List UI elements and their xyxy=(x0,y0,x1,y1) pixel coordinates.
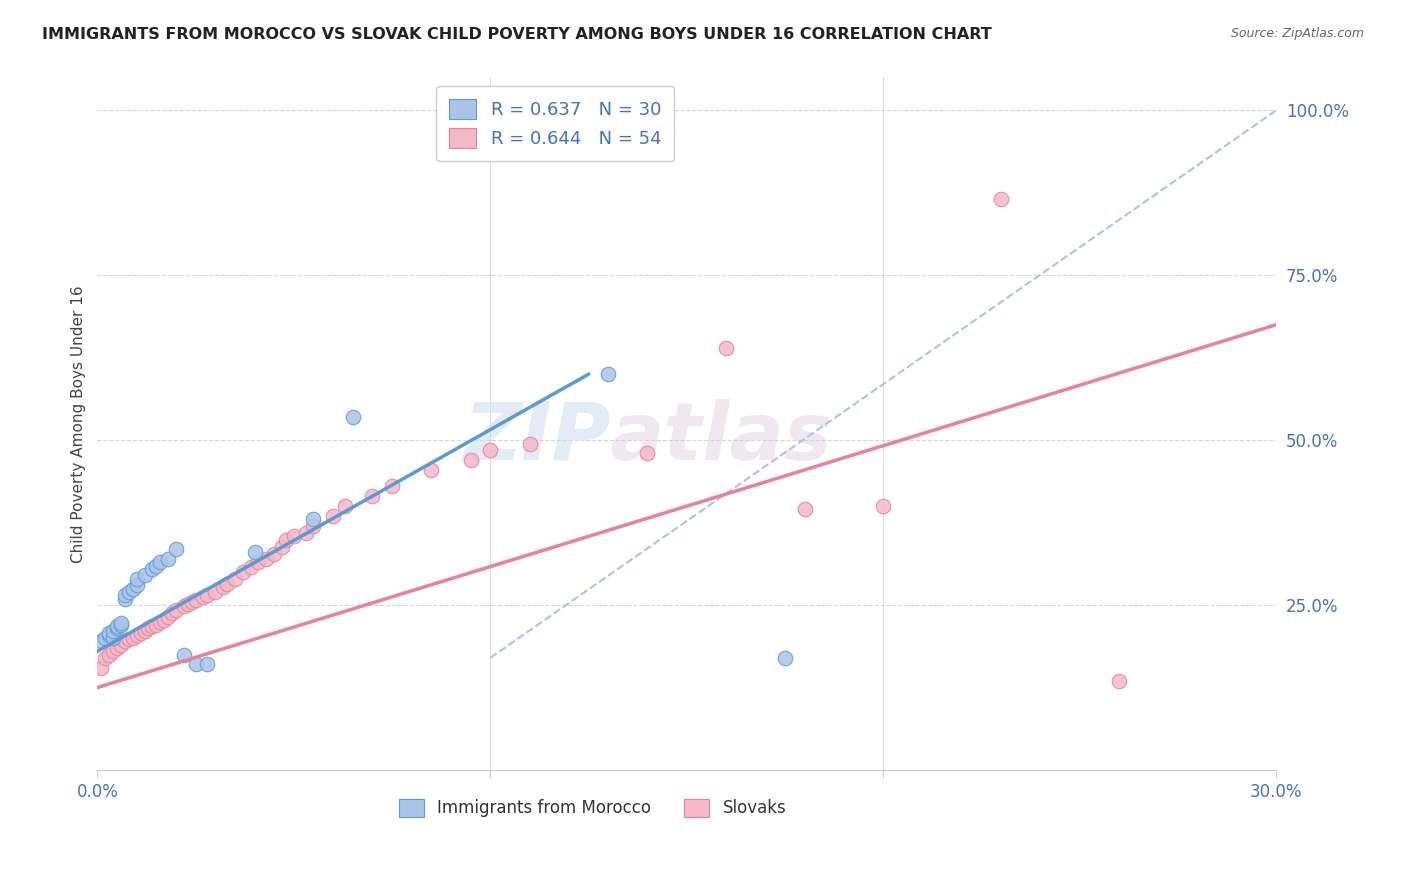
Point xyxy=(212,580,235,594)
Point xyxy=(165,542,187,557)
Point xyxy=(239,559,262,574)
Point xyxy=(232,565,254,579)
Point xyxy=(157,610,180,624)
Point xyxy=(254,552,277,566)
Point xyxy=(153,613,176,627)
Point xyxy=(145,558,167,573)
Point xyxy=(101,624,124,639)
Point xyxy=(157,552,180,566)
Point xyxy=(460,453,482,467)
Point xyxy=(263,547,285,561)
Point xyxy=(636,446,658,460)
Point xyxy=(149,615,172,629)
Point xyxy=(125,628,148,642)
Point xyxy=(598,368,620,382)
Point xyxy=(381,479,404,493)
Point xyxy=(793,502,815,516)
Text: Source: ZipAtlas.com: Source: ZipAtlas.com xyxy=(1230,27,1364,40)
Point xyxy=(134,624,156,639)
Point xyxy=(322,509,344,524)
Point xyxy=(714,341,737,355)
Point xyxy=(110,615,132,630)
Point xyxy=(145,618,167,632)
Point xyxy=(101,631,124,645)
Point xyxy=(173,599,195,614)
Point xyxy=(180,595,202,609)
Point xyxy=(173,648,195,662)
Point xyxy=(98,625,121,640)
Point xyxy=(215,577,238,591)
Point xyxy=(195,657,218,672)
Legend: Immigrants from Morocco, Slovaks: Immigrants from Morocco, Slovaks xyxy=(392,792,793,824)
Point xyxy=(872,499,894,513)
Y-axis label: Child Poverty Among Boys Under 16: Child Poverty Among Boys Under 16 xyxy=(72,285,86,563)
Point xyxy=(94,651,117,665)
Point xyxy=(247,555,270,569)
Point xyxy=(110,638,132,652)
Point xyxy=(1108,673,1130,688)
Point xyxy=(94,631,117,645)
Point xyxy=(184,657,207,672)
Point xyxy=(302,512,325,526)
Point xyxy=(195,588,218,602)
Point xyxy=(990,193,1012,207)
Point xyxy=(184,592,207,607)
Point xyxy=(274,533,297,548)
Point xyxy=(101,644,124,658)
Point xyxy=(114,588,136,602)
Point xyxy=(479,443,502,458)
Point xyxy=(105,619,128,633)
Point xyxy=(134,568,156,582)
Text: ZIP: ZIP xyxy=(463,399,610,476)
Point xyxy=(141,619,163,633)
Point xyxy=(283,529,305,543)
Point xyxy=(773,651,796,665)
Point xyxy=(110,618,132,632)
Point xyxy=(118,585,141,599)
Text: atlas: atlas xyxy=(610,399,832,476)
Point xyxy=(138,621,160,635)
Point xyxy=(114,634,136,648)
Point xyxy=(141,562,163,576)
Point xyxy=(420,463,443,477)
Point xyxy=(160,606,183,620)
Point xyxy=(177,597,200,611)
Point xyxy=(165,603,187,617)
Point xyxy=(98,628,121,642)
Text: IMMIGRANTS FROM MOROCCO VS SLOVAK CHILD POVERTY AMONG BOYS UNDER 16 CORRELATION : IMMIGRANTS FROM MOROCCO VS SLOVAK CHILD … xyxy=(42,27,991,42)
Point xyxy=(98,648,121,662)
Point xyxy=(125,572,148,586)
Point xyxy=(125,578,148,592)
Point xyxy=(224,572,246,586)
Point xyxy=(105,621,128,635)
Point xyxy=(519,436,541,450)
Point xyxy=(118,632,141,647)
Point xyxy=(105,640,128,655)
Point xyxy=(90,661,112,675)
Point xyxy=(204,585,226,599)
Point xyxy=(294,525,316,540)
Point xyxy=(114,591,136,606)
Point xyxy=(149,555,172,569)
Point xyxy=(121,631,143,645)
Point xyxy=(361,489,384,503)
Point xyxy=(121,582,143,596)
Point xyxy=(243,545,266,559)
Point xyxy=(129,625,152,640)
Point xyxy=(342,410,364,425)
Point xyxy=(302,519,325,533)
Point xyxy=(271,540,294,554)
Point xyxy=(333,499,356,513)
Point xyxy=(193,590,215,604)
Point xyxy=(90,634,112,648)
